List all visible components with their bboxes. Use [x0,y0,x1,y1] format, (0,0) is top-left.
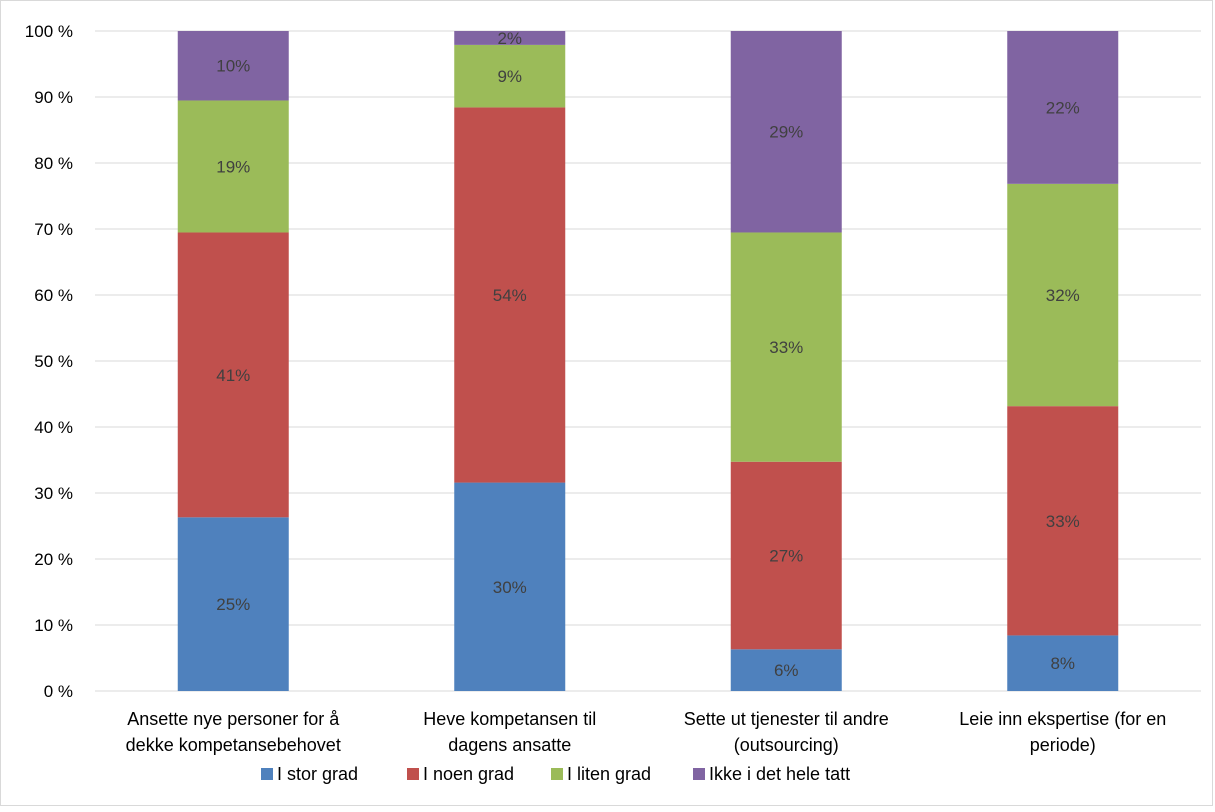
bar-segment [1007,31,1119,184]
data-label: 41% [216,366,250,385]
bar-segment [1007,183,1119,407]
data-label: 54% [493,286,527,305]
bar-segment [454,107,566,483]
y-tick-label: 80 % [34,154,73,173]
x-category-label: Sette ut tjenester til andre [684,709,889,729]
bar-segment [177,31,289,101]
data-label: 9% [497,67,522,86]
x-category-label: Ansette nye personer for å [127,709,340,729]
data-label: 8% [1050,654,1075,673]
y-tick-label: 10 % [34,616,73,635]
bar-segment [454,31,566,45]
y-axis-ticks: 0 % 10 % 20 % 30 % 40 % 50 % 60 % 70 % 80 % 90 % 1… [25,22,73,701]
x-category-label: Leie inn ekspertise (for en [959,709,1166,729]
x-category-label: (outsourcing) [734,735,839,755]
bar-segment [1007,406,1119,636]
y-tick-label: 20 % [34,550,73,569]
y-tick-label: 70 % [34,220,73,239]
data-label: 2% [497,29,522,48]
y-tick-label: 30 % [34,484,73,503]
bars: 25% 41% 19% 10% 30% 54% 9% 2% 6% 27% 33% 29% 8% 33% 32… [177,29,1119,691]
legend-swatch [261,768,273,780]
data-label: 10% [216,57,250,76]
data-label: 33% [1046,512,1080,531]
y-tick-label: 0 % [44,682,73,701]
x-category-label: dekke kompetansebehovet [126,735,341,755]
bar-segment [730,649,842,691]
y-tick-label: 100 % [25,22,73,41]
bar-segment [177,232,289,518]
bar-segment [730,232,842,462]
y-tick-label: 50 % [34,352,73,371]
legend-label: I liten grad [567,764,651,784]
y-tick-label: 60 % [34,286,73,305]
x-category-label: periode) [1030,735,1096,755]
bar-segment [177,517,289,691]
data-label: 25% [216,595,250,614]
data-label: 33% [769,338,803,357]
data-label: 30% [493,578,527,597]
legend-swatch [551,768,563,780]
legend-swatch [407,768,419,780]
data-label: 19% [216,157,250,176]
legend-label: Ikke i det hele tatt [709,764,850,784]
bar-segment [177,100,289,233]
y-tick-label: 90 % [34,88,73,107]
data-label: 6% [774,661,799,680]
bar-segment [730,31,842,233]
bar-segment [730,461,842,650]
legend-swatch [693,768,705,780]
legend: I stor grad I noen grad I liten grad Ikke i… [261,764,850,784]
y-tick-label: 40 % [34,418,73,437]
data-label: 27% [769,547,803,566]
data-label: 32% [1046,286,1080,305]
x-axis-categories: Ansette nye personer for å dekke kompetan… [126,709,1167,755]
data-label: 29% [769,123,803,142]
bar-segment [454,482,566,691]
bar-segment [454,44,566,108]
data-label: 22% [1046,98,1080,117]
legend-label: I noen grad [423,764,514,784]
legend-label: I stor grad [277,764,358,784]
bar-segment [1007,635,1119,691]
x-category-label: dagens ansatte [448,735,571,755]
x-category-label: Heve kompetansen til [423,709,596,729]
